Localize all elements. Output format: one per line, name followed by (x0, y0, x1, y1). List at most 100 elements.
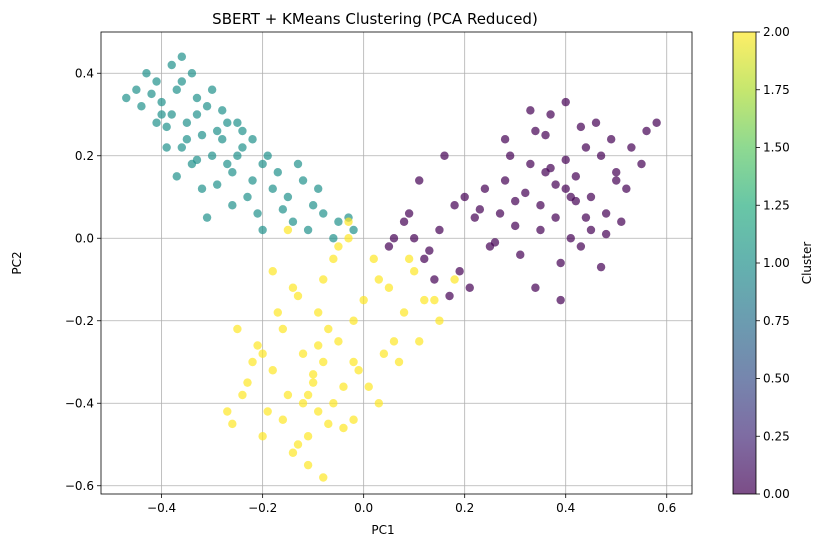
colorbar-tick-label: 0.00 (763, 487, 790, 501)
cluster-2-point (238, 390, 247, 400)
cluster-2-point (369, 254, 378, 264)
cluster-2-point (329, 399, 338, 408)
cluster-2-point (349, 316, 358, 325)
cluster-1-point (202, 213, 212, 222)
x-tick-label: 0.0 (354, 501, 373, 515)
cluster-1-point (192, 155, 202, 165)
cluster-2-point (329, 254, 338, 264)
cluster-2-point (349, 357, 358, 367)
cluster-0-point (430, 275, 439, 284)
cluster-2-point (334, 242, 343, 251)
cluster-2-point (268, 366, 277, 375)
cluster-2-point (339, 423, 348, 433)
cluster-1-point (228, 168, 237, 177)
cluster-2-point (308, 378, 318, 387)
cluster-0-point (571, 172, 581, 181)
cluster-1-point (303, 225, 313, 235)
cluster-2-point (344, 234, 353, 243)
cluster-0-point (551, 180, 560, 189)
cluster-2-point (298, 399, 308, 408)
chart-title: SBERT + KMeans Clustering (PCA Reduced) (212, 10, 538, 28)
cluster-1-point (187, 69, 197, 78)
cluster-2-point (288, 283, 298, 292)
cluster-2-point (394, 357, 404, 367)
cluster-1-point (223, 118, 232, 127)
cluster-0-point (617, 217, 626, 226)
cluster-2-point (283, 225, 293, 235)
cluster-0-point (480, 184, 490, 193)
cluster-0-point (526, 106, 535, 115)
cluster-0-point (536, 225, 545, 235)
cluster-2-point (324, 324, 333, 334)
cluster-0-point (551, 213, 560, 222)
cluster-2-point (243, 378, 252, 387)
cluster-2-point (409, 267, 419, 276)
cluster-1-point (298, 176, 308, 185)
cluster-1-point (202, 102, 212, 111)
cluster-2-point (233, 324, 242, 334)
cluster-0-point (566, 234, 575, 243)
colorbar-tick-label: 1.50 (763, 141, 790, 155)
cluster-2-point (253, 341, 262, 350)
cluster-0-point (531, 126, 540, 136)
cluster-2-point (415, 337, 424, 346)
colorbar (733, 32, 756, 494)
cluster-0-point (404, 209, 414, 218)
cluster-0-point (505, 151, 515, 160)
cluster-1-point (177, 143, 187, 152)
colorbar-tick-label: 2.00 (763, 25, 790, 39)
cluster-1-point (207, 151, 217, 160)
cluster-0-point (652, 118, 661, 127)
cluster-1-point (197, 184, 207, 193)
cluster-2-point (379, 349, 389, 358)
cluster-1-point (142, 69, 151, 78)
cluster-0-point (389, 234, 399, 243)
cluster-1-point (278, 205, 288, 214)
cluster-1-point (137, 102, 146, 111)
cluster-1-point (258, 225, 267, 235)
cluster-2-point (334, 337, 343, 346)
cluster-2-point (273, 308, 282, 317)
cluster-1-point (177, 52, 187, 61)
y-axis-ticks: −0.6 −0.4 −0.2 0.0 0.2 0.4 (65, 66, 101, 493)
cluster-0-point (561, 184, 570, 193)
data-points (122, 52, 661, 482)
cluster-0-point (581, 143, 591, 152)
cluster-0-point (511, 196, 520, 206)
cluster-2-point (435, 316, 444, 325)
cluster-1-point (293, 159, 303, 169)
cluster-2-point (359, 295, 368, 305)
cluster-0-point (596, 151, 606, 160)
cluster-1-point (248, 176, 257, 185)
cluster-2-point (450, 275, 459, 284)
cluster-0-point (384, 242, 394, 251)
y-axis-label: PC2 (10, 251, 24, 274)
cluster-2-point (349, 415, 358, 424)
cluster-0-point (399, 217, 409, 226)
y-tick-label: −0.4 (65, 396, 94, 410)
cluster-0-point (425, 246, 434, 255)
cluster-1-point (238, 126, 247, 136)
x-axis-ticks: −0.4 −0.2 0.0 0.2 0.4 0.6 (147, 494, 676, 515)
cluster-0-point (586, 225, 596, 235)
cluster-2-point (404, 254, 414, 264)
cluster-0-point (642, 126, 651, 136)
cluster-0-point (586, 192, 596, 202)
cluster-2-point (263, 407, 272, 416)
cluster-1-point (207, 85, 217, 94)
cluster-1-point (233, 151, 242, 160)
cluster-1-point (157, 110, 166, 119)
cluster-0-point (521, 188, 530, 198)
colorbar-tick-label: 0.75 (763, 314, 790, 328)
x-tick-label: 0.6 (657, 501, 676, 515)
cluster-2-point (278, 415, 288, 424)
cluster-2-point (319, 473, 328, 482)
cluster-2-point (344, 217, 353, 226)
plot-frame (100, 31, 693, 495)
cluster-2-point (374, 399, 384, 408)
colorbar-tick-label: 1.25 (763, 198, 790, 212)
y-tick-label: 0.2 (75, 149, 94, 163)
cluster-1-point (263, 151, 272, 160)
cluster-2-point (314, 341, 323, 350)
cluster-2-point (314, 407, 323, 416)
